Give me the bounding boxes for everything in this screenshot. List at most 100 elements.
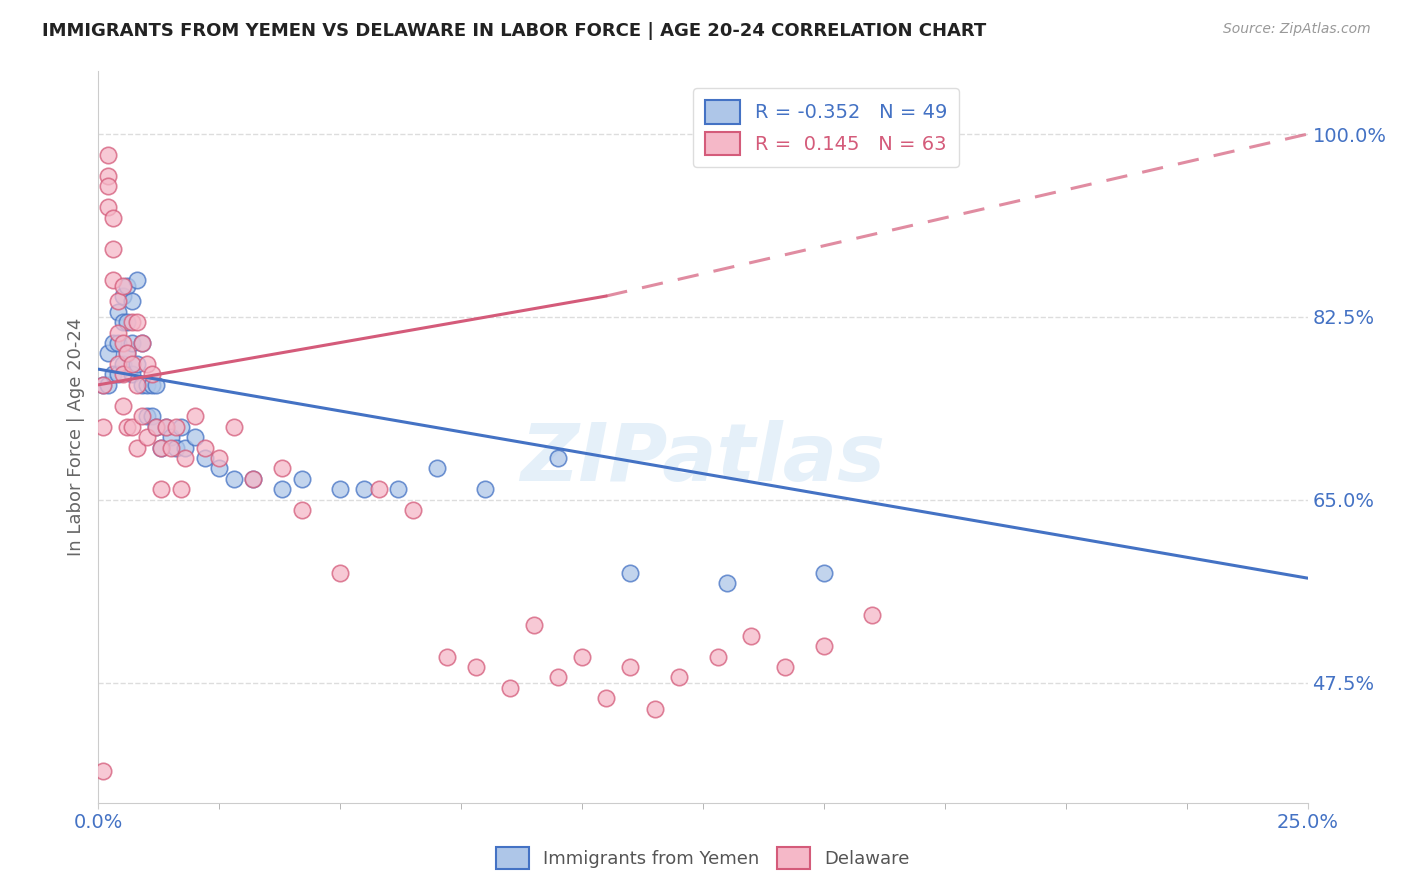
Y-axis label: In Labor Force | Age 20-24: In Labor Force | Age 20-24	[66, 318, 84, 557]
Point	[141, 409, 163, 424]
Point	[547, 450, 569, 465]
Point	[111, 357, 134, 371]
Point	[329, 566, 352, 580]
Point	[150, 441, 173, 455]
Point	[860, 607, 883, 622]
Point	[169, 483, 191, 497]
Point	[387, 483, 409, 497]
Point	[194, 450, 217, 465]
Point	[121, 336, 143, 351]
Point	[353, 483, 375, 497]
Point	[127, 441, 149, 455]
Point	[127, 315, 149, 329]
Point	[91, 377, 114, 392]
Point	[107, 368, 129, 382]
Point	[290, 503, 312, 517]
Point	[155, 419, 177, 434]
Point	[107, 294, 129, 309]
Point	[91, 419, 114, 434]
Point	[135, 377, 157, 392]
Point	[141, 377, 163, 392]
Point	[91, 377, 114, 392]
Point	[135, 357, 157, 371]
Point	[242, 472, 264, 486]
Point	[208, 450, 231, 465]
Point	[165, 419, 187, 434]
Text: IMMIGRANTS FROM YEMEN VS DELAWARE IN LABOR FORCE | AGE 20-24 CORRELATION CHART: IMMIGRANTS FROM YEMEN VS DELAWARE IN LAB…	[42, 22, 987, 40]
Point	[740, 629, 762, 643]
Point	[121, 315, 143, 329]
Point	[97, 200, 120, 214]
Text: ZIPatlas: ZIPatlas	[520, 420, 886, 498]
Point	[131, 336, 153, 351]
Point	[127, 357, 149, 371]
Point	[474, 483, 496, 497]
Point	[222, 472, 245, 486]
Point	[184, 409, 207, 424]
Point	[111, 278, 134, 293]
Point	[135, 430, 157, 444]
Point	[619, 566, 641, 580]
Point	[155, 419, 177, 434]
Point	[97, 377, 120, 392]
Point	[368, 483, 391, 497]
Point	[117, 419, 139, 434]
Point	[101, 211, 124, 225]
Point	[498, 681, 520, 695]
Point	[222, 419, 245, 434]
Point	[101, 242, 124, 256]
Point	[145, 419, 167, 434]
Point	[716, 576, 738, 591]
Point	[145, 419, 167, 434]
Point	[127, 273, 149, 287]
Point	[141, 368, 163, 382]
Point	[131, 336, 153, 351]
Point	[111, 368, 134, 382]
Point	[97, 346, 120, 360]
Point	[131, 409, 153, 424]
Point	[595, 691, 617, 706]
Point	[117, 315, 139, 329]
Text: Source: ZipAtlas.com: Source: ZipAtlas.com	[1223, 22, 1371, 37]
Point	[107, 336, 129, 351]
Point	[773, 660, 796, 674]
Point	[111, 289, 134, 303]
Point	[523, 618, 546, 632]
Point	[426, 461, 449, 475]
Point	[121, 419, 143, 434]
Point	[117, 346, 139, 360]
Point	[329, 483, 352, 497]
Legend: Immigrants from Yemen, Delaware: Immigrants from Yemen, Delaware	[489, 839, 917, 876]
Point	[619, 660, 641, 674]
Point	[101, 368, 124, 382]
Point	[174, 450, 197, 465]
Point	[107, 304, 129, 318]
Point	[121, 357, 143, 371]
Point	[169, 419, 191, 434]
Point	[101, 273, 124, 287]
Point	[117, 278, 139, 293]
Point	[706, 649, 728, 664]
Legend: R = -0.352   N = 49, R =  0.145   N = 63: R = -0.352 N = 49, R = 0.145 N = 63	[693, 88, 959, 167]
Point	[111, 336, 134, 351]
Point	[436, 649, 458, 664]
Point	[150, 483, 173, 497]
Point	[121, 368, 143, 382]
Point	[97, 179, 120, 194]
Point	[813, 639, 835, 653]
Point	[121, 294, 143, 309]
Point	[464, 660, 486, 674]
Point	[150, 441, 173, 455]
Point	[208, 461, 231, 475]
Point	[127, 377, 149, 392]
Point	[571, 649, 593, 664]
Point	[97, 169, 120, 183]
Point	[174, 441, 197, 455]
Point	[402, 503, 425, 517]
Point	[111, 315, 134, 329]
Point	[160, 441, 183, 455]
Point	[107, 326, 129, 340]
Point	[160, 430, 183, 444]
Point	[271, 461, 294, 475]
Point	[117, 346, 139, 360]
